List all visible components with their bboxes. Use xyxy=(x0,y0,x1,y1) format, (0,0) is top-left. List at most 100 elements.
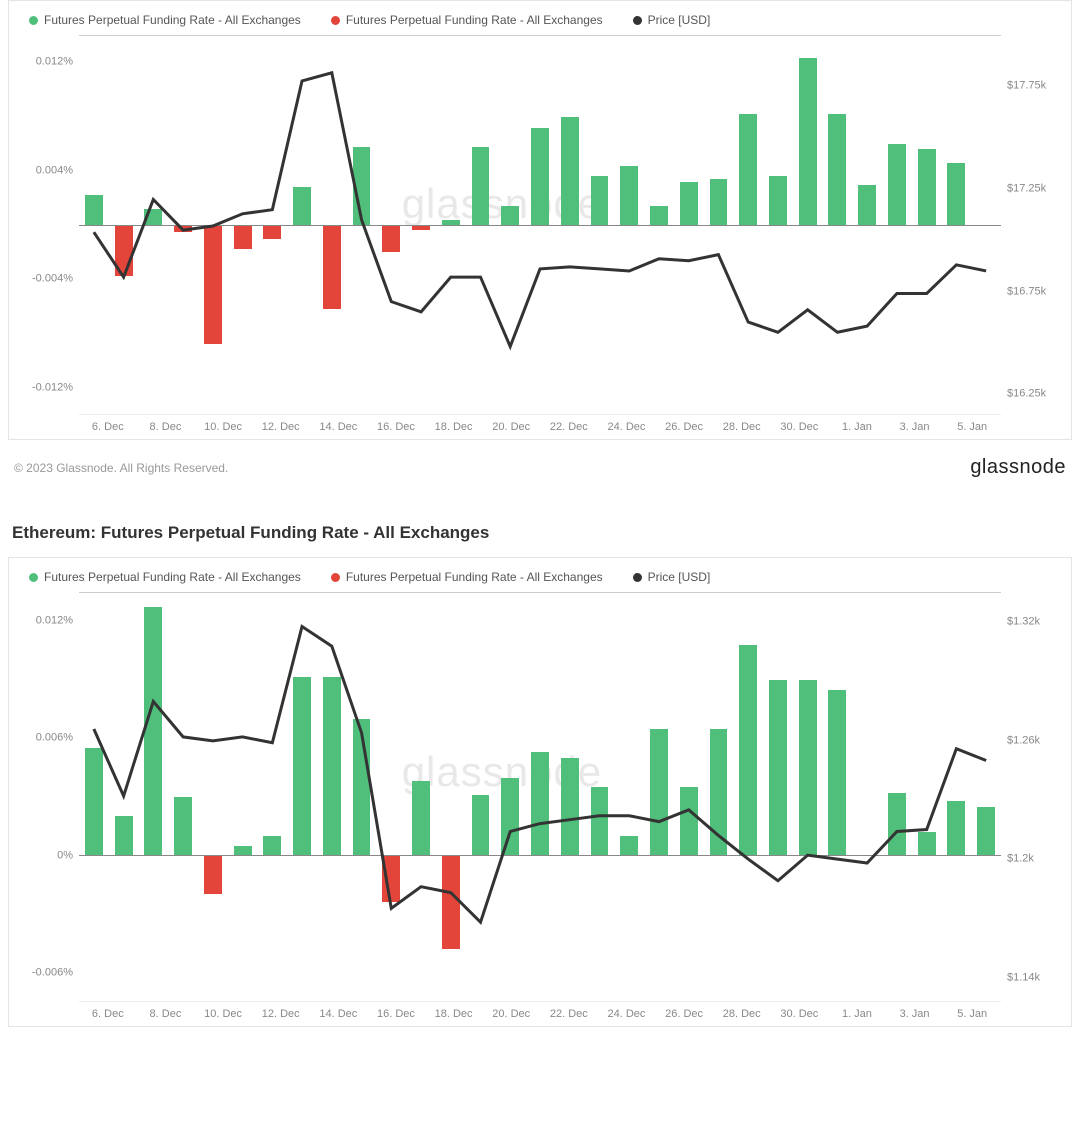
bar-positive xyxy=(353,147,371,225)
zero-line xyxy=(79,855,1001,856)
bar-negative xyxy=(204,225,222,344)
bar-positive xyxy=(263,836,281,855)
brand-logo: glassnode xyxy=(970,456,1066,479)
y-left-tick: -0.006% xyxy=(32,967,73,978)
x-tick: 16. Dec xyxy=(367,421,425,433)
chart-legend: Futures Perpetual Funding Rate - All Exc… xyxy=(19,11,1061,35)
x-tick: 30. Dec xyxy=(771,421,829,433)
bar-positive xyxy=(739,645,757,855)
bar-positive xyxy=(828,114,846,225)
legend-dot-red xyxy=(331,573,340,582)
y-right-tick: $16.25k xyxy=(1007,389,1046,400)
bar-positive xyxy=(144,209,162,225)
bar-positive xyxy=(680,787,698,855)
bar-positive xyxy=(650,729,668,855)
bar-positive xyxy=(531,128,549,225)
legend-dot-black xyxy=(633,573,642,582)
x-tick: 1. Jan xyxy=(828,421,886,433)
y-axis-right: $17.75k $17.25k $16.75k $16.25k xyxy=(1001,35,1061,415)
bar-positive xyxy=(918,832,936,855)
x-tick: 16. Dec xyxy=(367,1008,425,1020)
bar-positive xyxy=(858,185,876,226)
bar-positive xyxy=(650,206,668,225)
bar-positive xyxy=(947,801,965,855)
y-axis-right: $1.32k$1.26k$1.2k$1.14k xyxy=(1001,592,1061,1002)
bar-positive xyxy=(591,176,609,225)
legend-label: Futures Perpetual Funding Rate - All Exc… xyxy=(44,13,301,27)
x-tick: 1. Jan xyxy=(828,1008,886,1020)
x-tick: 14. Dec xyxy=(310,1008,368,1020)
y-right-tick: $1.26k xyxy=(1007,735,1040,746)
bar-positive xyxy=(710,729,728,855)
x-tick: 6. Dec xyxy=(79,1008,137,1020)
y-right-tick: $1.14k xyxy=(1007,973,1040,984)
x-tick: 30. Dec xyxy=(771,1008,829,1020)
bar-positive xyxy=(85,748,103,855)
x-tick: 22. Dec xyxy=(540,421,598,433)
x-tick: 24. Dec xyxy=(598,421,656,433)
bar-positive xyxy=(293,187,311,225)
legend-dot-green xyxy=(29,16,38,25)
x-tick: 28. Dec xyxy=(713,1008,771,1020)
x-tick: 26. Dec xyxy=(655,1008,713,1020)
legend-red: Futures Perpetual Funding Rate - All Exc… xyxy=(331,13,603,27)
plot-canvas: glassnode xyxy=(79,35,1001,415)
bar-positive xyxy=(561,117,579,225)
bar-positive xyxy=(739,114,757,225)
x-tick: 20. Dec xyxy=(482,421,540,433)
chart-frame: Futures Perpetual Funding Rate - All Exc… xyxy=(8,0,1072,440)
bar-positive xyxy=(828,690,846,855)
x-tick: 14. Dec xyxy=(310,421,368,433)
bar-positive xyxy=(918,149,936,225)
bar-positive xyxy=(501,206,519,225)
funding-rate-chart-2: Ethereum: Futures Perpetual Funding Rate… xyxy=(0,523,1080,1027)
y-right-tick: $17.25k xyxy=(1007,184,1046,195)
plot-area: 0.012%0.004%-0.004%-0.012% glassnode $17… xyxy=(19,35,1061,415)
chart-legend: Futures Perpetual Funding Rate - All Exc… xyxy=(19,568,1061,592)
bar-negative xyxy=(115,225,133,276)
bar-positive xyxy=(561,758,579,855)
bar-positive xyxy=(799,58,817,225)
bar-positive xyxy=(531,752,549,855)
bar-positive xyxy=(591,787,609,855)
x-tick: 5. Jan xyxy=(943,1008,1001,1020)
y-left-tick: 0.012% xyxy=(36,616,73,627)
bar-negative xyxy=(442,855,460,948)
y-right-tick: $1.32k xyxy=(1007,616,1040,627)
legend-label: Price [USD] xyxy=(648,570,711,584)
bar-positive xyxy=(620,166,638,225)
x-tick: 6. Dec xyxy=(79,421,137,433)
bar-positive xyxy=(769,176,787,225)
chart-footer: © 2023 Glassnode. All Rights Reserved. g… xyxy=(0,440,1080,505)
bar-positive xyxy=(888,144,906,225)
x-tick: 22. Dec xyxy=(540,1008,598,1020)
bar-positive xyxy=(115,816,133,855)
y-left-tick: 0.012% xyxy=(36,57,73,68)
x-tick: 20. Dec xyxy=(482,1008,540,1020)
x-tick: 28. Dec xyxy=(713,421,771,433)
chart-title: Ethereum: Futures Perpetual Funding Rate… xyxy=(0,523,1080,557)
bar-positive xyxy=(323,677,341,856)
legend-label: Futures Perpetual Funding Rate - All Exc… xyxy=(346,13,603,27)
bar-negative xyxy=(174,225,192,232)
y-left-tick: -0.012% xyxy=(32,382,73,393)
x-tick: 8. Dec xyxy=(137,421,195,433)
y-right-tick: $16.75k xyxy=(1007,286,1046,297)
bar-positive xyxy=(412,781,430,855)
copyright-text: © 2023 Glassnode. All Rights Reserved. xyxy=(14,461,228,475)
x-axis: 6. Dec8. Dec10. Dec12. Dec14. Dec16. Dec… xyxy=(19,1002,1061,1020)
funding-rate-chart-1: Futures Perpetual Funding Rate - All Exc… xyxy=(0,0,1080,440)
x-tick: 24. Dec xyxy=(598,1008,656,1020)
y-right-tick: $17.75k xyxy=(1007,81,1046,92)
plot-area: 0.012%0.006%0%-0.006% glassnode $1.32k$1… xyxy=(19,592,1061,1002)
legend-dot-green xyxy=(29,573,38,582)
bar-positive xyxy=(293,677,311,856)
plot-canvas: glassnode xyxy=(79,592,1001,1002)
x-tick: 12. Dec xyxy=(252,1008,310,1020)
chart-frame: Futures Perpetual Funding Rate - All Exc… xyxy=(8,557,1072,1027)
legend-black: Price [USD] xyxy=(633,570,711,584)
bar-positive xyxy=(353,719,371,855)
legend-red: Futures Perpetual Funding Rate - All Exc… xyxy=(331,570,603,584)
legend-label: Price [USD] xyxy=(648,13,711,27)
bar-positive xyxy=(947,163,965,225)
